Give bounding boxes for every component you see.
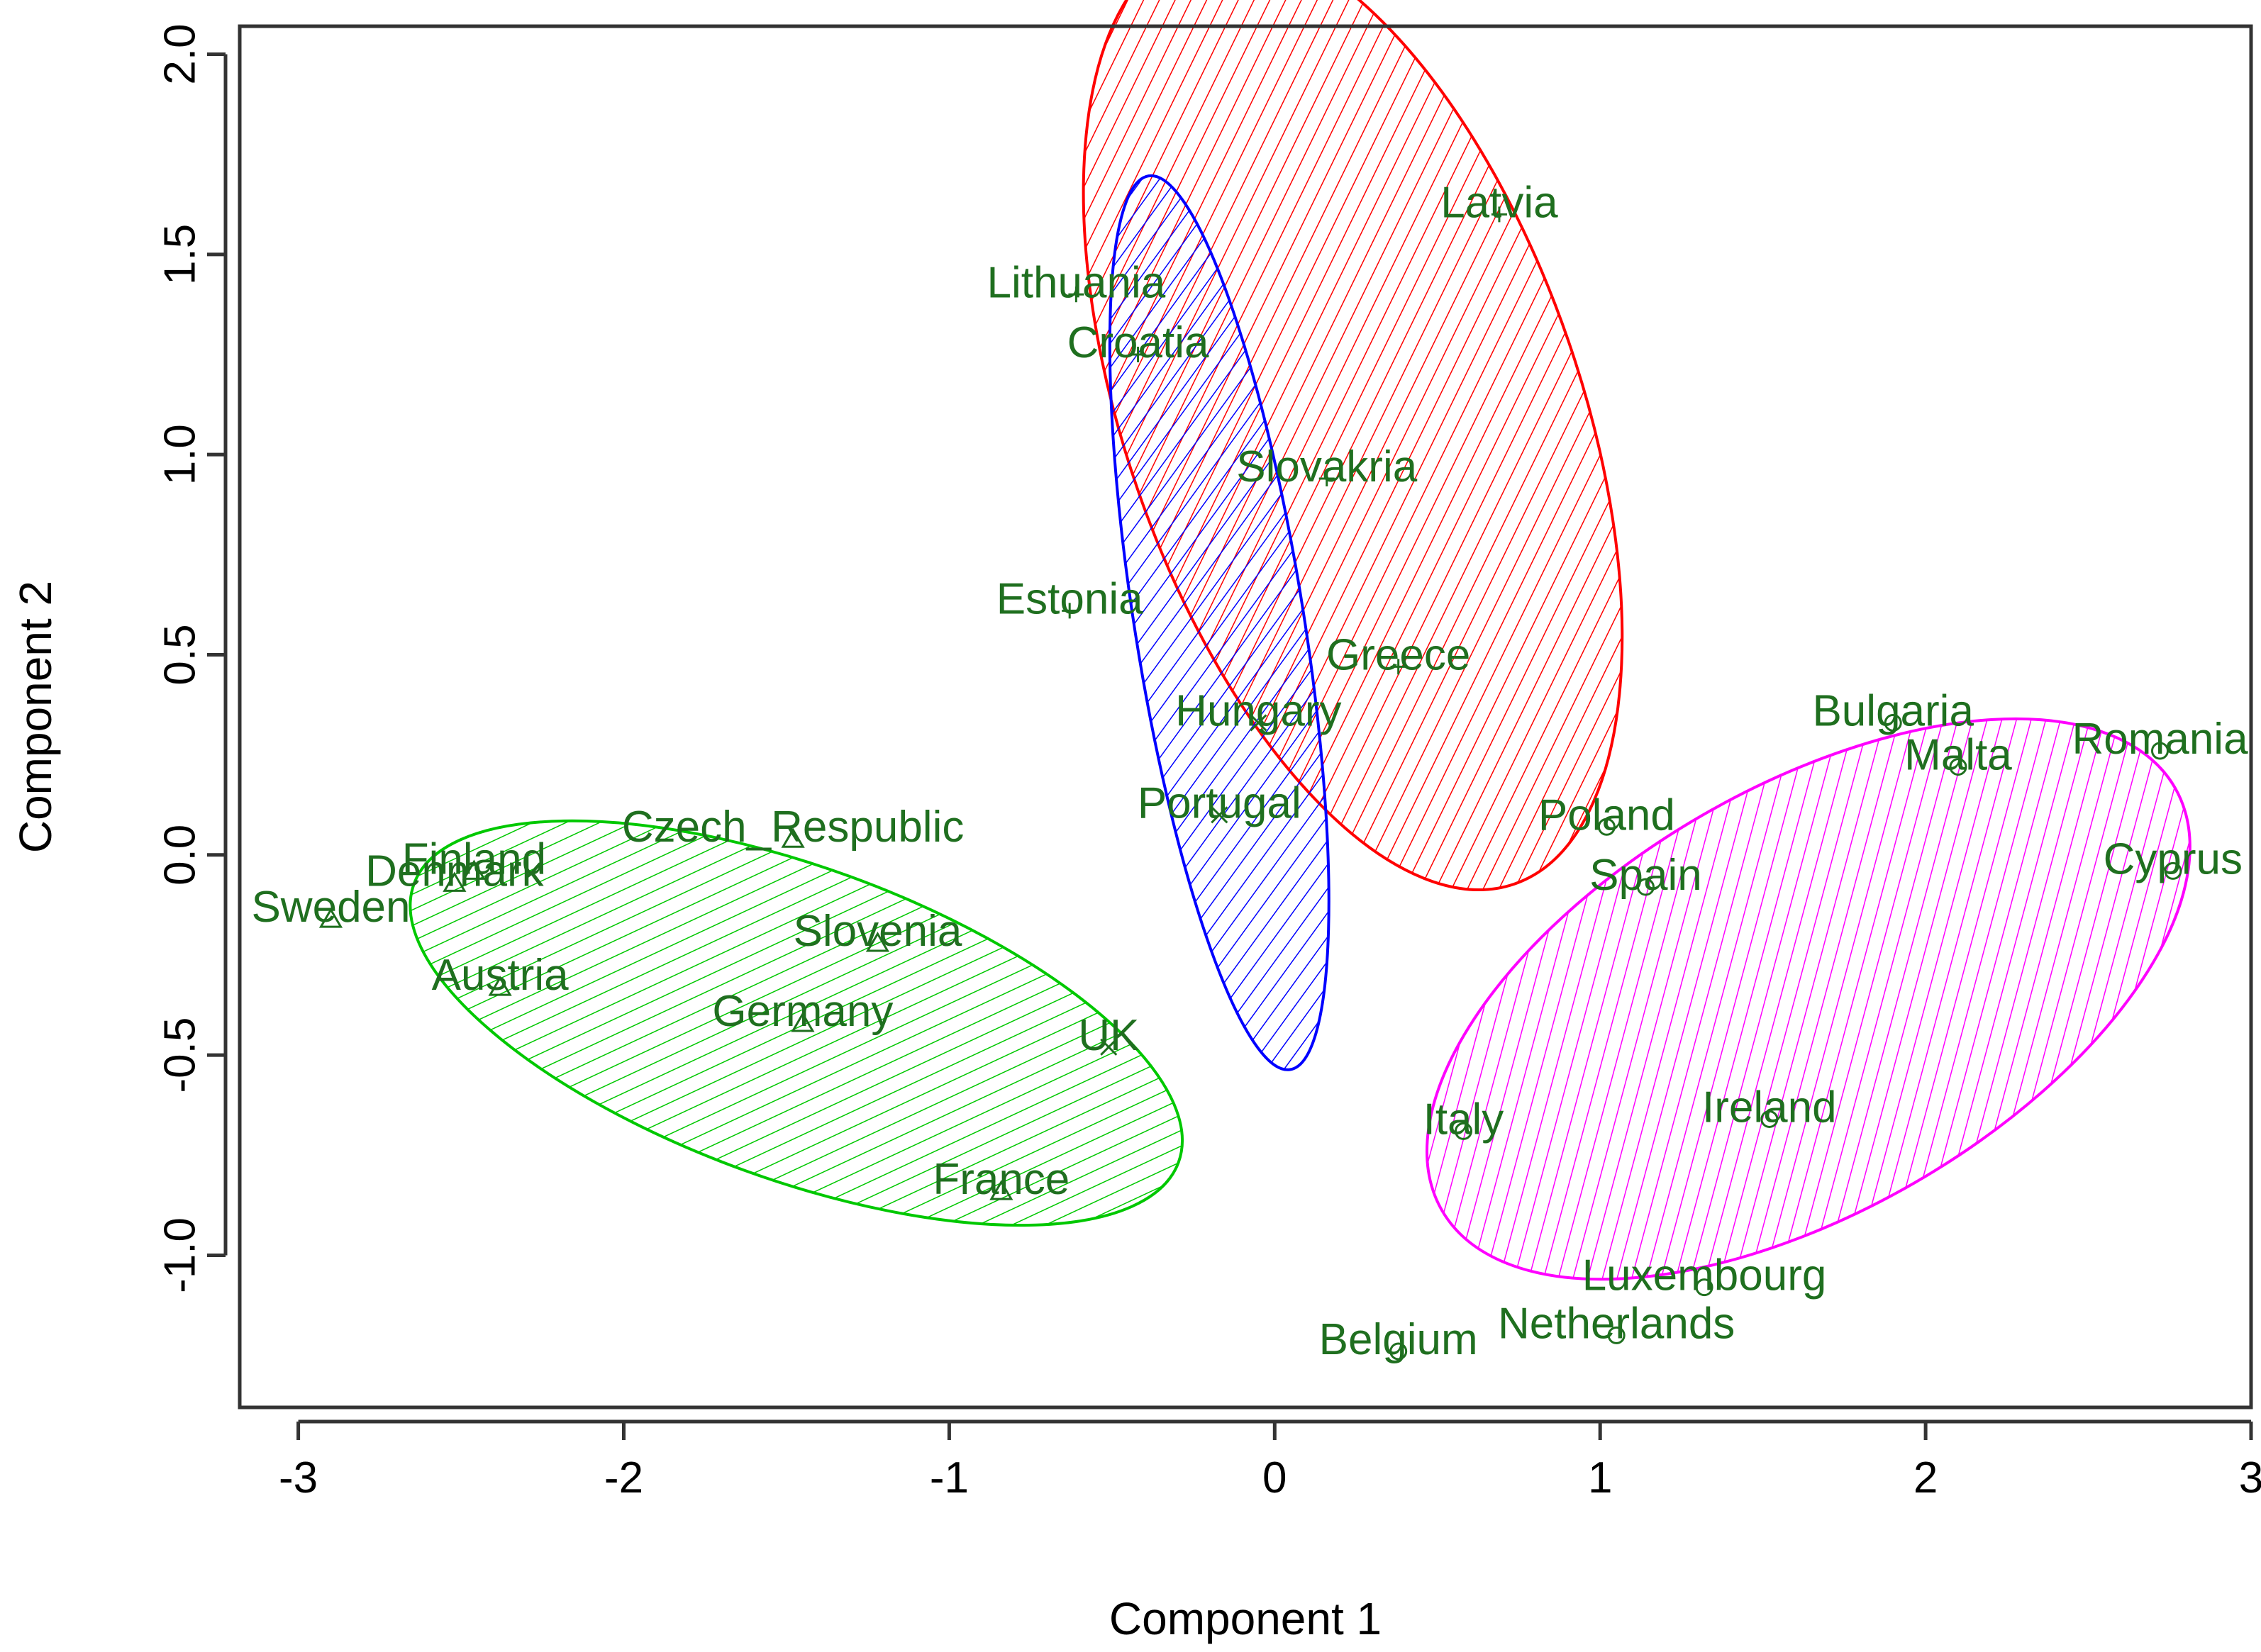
point-marker <box>1389 1342 1408 1361</box>
plot-frame <box>238 24 2253 1410</box>
point-marker <box>1695 1278 1713 1297</box>
point-marker <box>1062 603 1078 619</box>
point-labels: Latvia Lithuania Croatia Slovakria Estonia Gr… <box>251 178 2248 1364</box>
y-axis-title: Component 2 <box>10 581 61 853</box>
point-marker <box>781 827 805 848</box>
point-marker <box>1250 714 1267 732</box>
point-marker <box>989 1180 1013 1200</box>
x-tick-label: 2 <box>1913 1453 1938 1502</box>
point-label: Czech_Respublic <box>622 803 964 852</box>
point-label: Germany <box>712 987 893 1036</box>
cluster-ellipse <box>1426 717 2191 1281</box>
point-marker <box>488 976 512 996</box>
point-label: Latvia <box>1440 178 1558 227</box>
y-tick-label: 0.0 <box>155 825 204 886</box>
y-tick-label: 2.0 <box>155 23 204 84</box>
y-tick-label: -1.0 <box>155 1217 204 1293</box>
point-marker <box>1607 1326 1626 1344</box>
point-label: Netherlands <box>1498 1299 1735 1348</box>
point-marker <box>2164 861 2182 880</box>
point-label: Cyprus <box>2104 835 2243 883</box>
point-marker <box>1211 806 1228 824</box>
point-label: Luxembourg <box>1582 1251 1827 1300</box>
y-axis: -1.0 -0.5 0.0 0.5 1.0 1.5 2.0 <box>155 23 228 1293</box>
point-label: Lithuania <box>987 258 1166 307</box>
point-marker <box>1100 1038 1118 1056</box>
point-label: Italy <box>1423 1095 1504 1144</box>
point-label: Austria <box>432 951 569 1000</box>
point-marker <box>1760 1110 1779 1128</box>
point-marker <box>1130 347 1146 363</box>
point-marker <box>318 908 343 928</box>
point-marker <box>1884 713 1902 732</box>
y-tick-label: -0.5 <box>155 1017 204 1093</box>
point-label: France <box>933 1155 1070 1204</box>
point-marker <box>1597 817 1616 836</box>
point-marker <box>1636 878 1655 896</box>
point-marker <box>2151 742 2170 760</box>
x-tick-label: -2 <box>604 1453 643 1502</box>
point-label: Poland <box>1538 791 1675 839</box>
x-tick-label: 0 <box>1262 1453 1287 1502</box>
x-axis: -3 -2 -1 0 1 2 3 <box>279 1419 2261 1502</box>
x-tick-label: -3 <box>279 1453 318 1502</box>
point-label: Bulgaria <box>1812 686 1974 735</box>
point-marker <box>443 871 467 892</box>
cluster-ellipse <box>1108 174 1331 1071</box>
point-label: Belgium <box>1319 1315 1478 1364</box>
point-label: Denmark <box>365 847 545 895</box>
point-label: Finland <box>402 835 546 883</box>
point-marker <box>1318 471 1335 487</box>
y-tick-label: 1.5 <box>155 224 204 285</box>
point-marker <box>1454 1122 1472 1140</box>
point-label: Greece <box>1326 630 1470 679</box>
point-label: Portugal <box>1138 778 1301 827</box>
y-tick-label: 0.5 <box>155 624 204 685</box>
point-marker <box>1068 286 1084 303</box>
point-label: Malta <box>1904 731 2012 780</box>
point-label: Croatia <box>1067 318 1209 367</box>
x-tick-label: 1 <box>1588 1453 1612 1502</box>
point-label: Slovakria <box>1236 442 1418 491</box>
point-label: Romania <box>2072 715 2248 764</box>
x-tick-label: 3 <box>2239 1453 2261 1502</box>
point-markers <box>318 206 2182 1361</box>
point-label: Estonia <box>996 574 1143 623</box>
point-label: Sweden <box>251 883 410 932</box>
point-marker <box>865 932 890 952</box>
x-axis-title: Component 1 <box>1109 1593 1382 1644</box>
x-tick-label: -1 <box>930 1453 969 1502</box>
point-marker <box>1491 206 1507 223</box>
point-marker <box>1949 758 1967 776</box>
point-label: Slovenia <box>794 907 962 956</box>
point-label: UK <box>1078 1011 1139 1060</box>
point-label: Hungary <box>1175 686 1341 735</box>
point-label: Ireland <box>1702 1083 1837 1132</box>
point-marker <box>1390 659 1406 675</box>
point-marker <box>462 859 487 880</box>
y-tick-label: 1.0 <box>155 424 204 485</box>
point-label: Spain <box>1589 851 1702 900</box>
point-marker <box>791 1011 815 1032</box>
